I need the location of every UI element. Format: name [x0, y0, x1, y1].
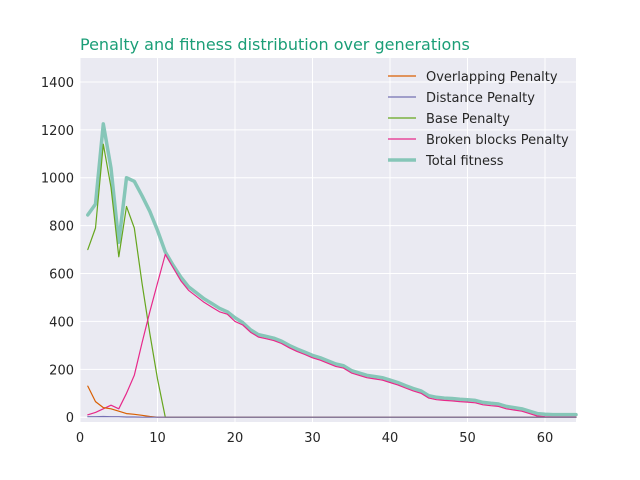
y-tick-label: 200: [49, 363, 74, 378]
legend-label-broken-blocks-penalty: Broken blocks Penalty: [426, 133, 569, 148]
x-tick-label: 20: [227, 431, 244, 446]
legend-label-base-penalty: Base Penalty: [426, 112, 510, 127]
series-line-broken-blocks-penalty: [87, 253, 577, 418]
legend-label-total-fitness: Total fitness: [425, 154, 504, 169]
y-tick-label: 1400: [41, 76, 74, 91]
legend-label-overlapping-penalty: Overlapping Penalty: [426, 70, 558, 85]
x-tick-label: 50: [459, 431, 476, 446]
series-line-total-fitness: [86, 122, 578, 417]
series-lines: [86, 122, 578, 418]
y-tick-label: 1200: [41, 124, 74, 139]
x-tick-label: 30: [304, 431, 321, 446]
legend: Overlapping Penalty Distance Penalty Base …: [388, 70, 569, 169]
y-tick-label: 1000: [41, 172, 74, 187]
x-tick-label: 0: [76, 431, 84, 446]
series-line-distance-penalty: [87, 415, 577, 418]
y-tick-label: 0: [66, 411, 74, 426]
y-tick-label: 600: [49, 268, 74, 283]
legend-label-distance-penalty: Distance Penalty: [426, 91, 535, 106]
y-tick-label: 800: [49, 220, 74, 235]
x-tick-label: 10: [149, 431, 166, 446]
y-tick-label: 400: [49, 315, 74, 330]
x-tick-label: 60: [537, 431, 554, 446]
x-tick-label: 40: [382, 431, 399, 446]
chart-title: Penalty and fitness distribution over ge…: [80, 35, 470, 54]
